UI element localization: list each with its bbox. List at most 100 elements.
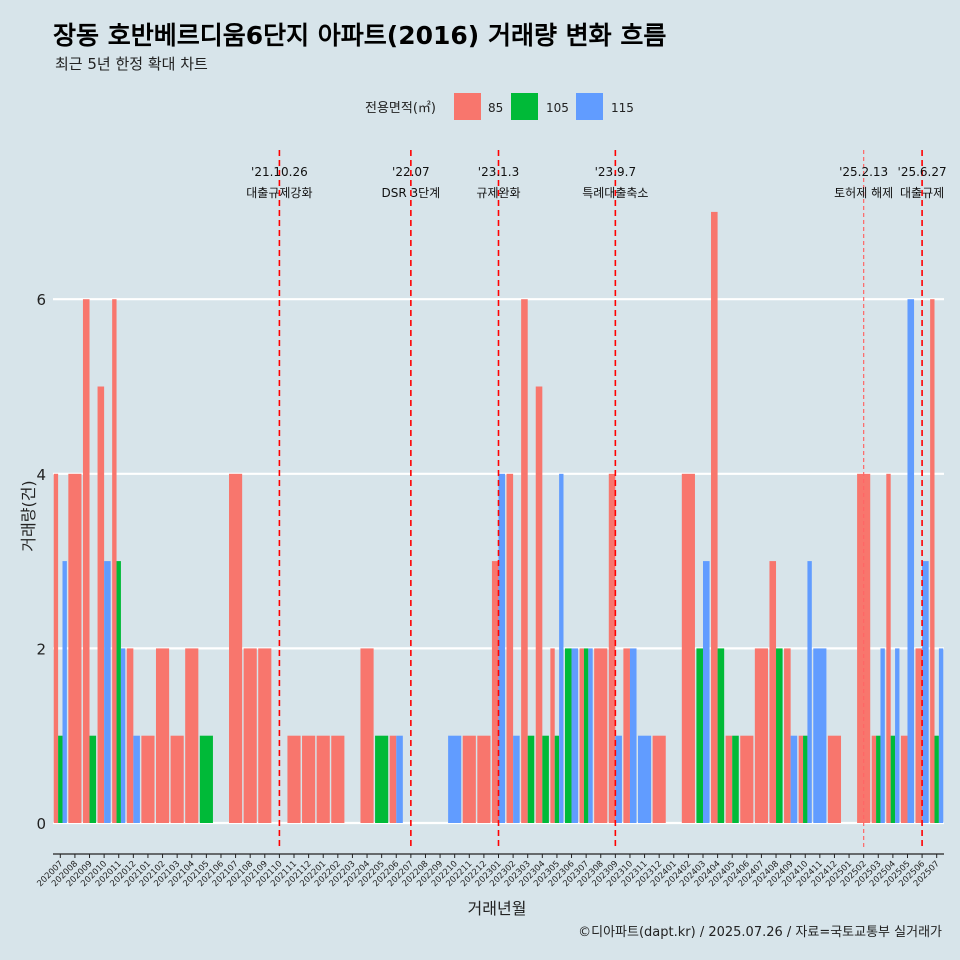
bar-85-202301	[491, 561, 499, 823]
bar-115-202307	[588, 648, 593, 823]
bar-85-202109	[258, 648, 272, 823]
bar-85-202104	[185, 648, 199, 823]
bar-85-202202	[331, 735, 345, 823]
legend-swatch-115	[576, 93, 603, 120]
event-date-202309: '23.9.7	[595, 165, 636, 179]
bar-85-202405	[725, 735, 733, 823]
event-label-202502: 토허제 해제	[834, 186, 893, 200]
bar-85-202507	[930, 299, 935, 823]
event-label-202506: 대출규제	[900, 186, 944, 200]
bar-85-202409	[784, 648, 791, 823]
bar-85-202007	[53, 473, 59, 823]
x-axis-title: 거래년월	[468, 899, 527, 918]
bar-85-202309	[608, 473, 616, 823]
bar-115-202302	[513, 735, 520, 823]
legend-label-115: 115	[611, 101, 634, 115]
event-label-202309: 특례대출축소	[582, 186, 648, 200]
y-tick-label: 0	[36, 815, 46, 833]
bar-115-202503	[880, 648, 885, 823]
bar-85-202412	[827, 735, 842, 823]
bar-85-202101	[141, 735, 155, 823]
event-markers: '21.10.26 대출규제강화 '22.07 DSR 3단계 '23.1.3 규제완화 '…	[246, 150, 947, 850]
bar-105-202009	[89, 735, 97, 823]
bar-85-202503	[871, 735, 877, 823]
bar-115-202010	[104, 561, 111, 823]
bar-85-202008	[68, 473, 82, 823]
bar-115-202409	[790, 735, 798, 823]
y-tick-label: 6	[36, 291, 46, 309]
y-tick-labels: 0 2 4 6	[36, 291, 46, 833]
bar-115-202210	[448, 735, 462, 823]
chart-title: 장동 호반베르디움6단지 아파트(2016) 거래량 변화 흐름	[53, 21, 666, 50]
legend-swatch-85	[454, 93, 481, 120]
y-axis-title: 거래량(건)	[19, 480, 38, 551]
x-axis: 2020072020082020092020102020112020122021…	[35, 853, 944, 889]
bar-85-202201	[316, 735, 330, 823]
bar-115-202206	[396, 735, 403, 823]
bar-115-202505	[907, 299, 915, 823]
bar-115-202311	[637, 735, 652, 823]
bar-85-202206	[389, 735, 397, 823]
bar-85-202305	[550, 648, 555, 823]
bar-85-202012	[126, 648, 134, 823]
bar-115-202411	[813, 648, 827, 823]
bar-105-202503	[876, 735, 881, 823]
bar-85-202307	[579, 648, 584, 823]
bar-85-202308	[594, 648, 608, 823]
bar-115-202309	[615, 735, 622, 823]
bar-85-202404	[711, 211, 718, 823]
bar-105-202504	[890, 735, 896, 823]
bar-85-202103	[170, 735, 184, 823]
bar-85-202303	[521, 299, 528, 823]
legend-label-85: 85	[488, 101, 503, 115]
event-date-202502: '25.2.13	[839, 165, 888, 179]
bar-85-202312	[652, 735, 666, 823]
bar-85-202211	[462, 735, 476, 823]
bar-85-202212	[477, 735, 491, 823]
bar-105-202303	[527, 735, 535, 823]
bar-105-202007	[58, 735, 63, 823]
bar-85-202505	[900, 735, 908, 823]
bar-115-202011	[120, 648, 126, 823]
bar-85-202406	[740, 735, 754, 823]
bar-105-202011	[116, 561, 121, 823]
event-date-202207: '22.07	[392, 165, 430, 179]
event-date-202110: '21.10.26	[251, 165, 308, 179]
event-date-202301: '23.1.3	[478, 165, 519, 179]
y-tick-label: 4	[36, 466, 46, 484]
bar-105-202105	[199, 735, 213, 823]
event-label-202301: 규제완화	[476, 186, 520, 200]
bar-115-202305	[559, 473, 564, 823]
bars	[53, 211, 944, 823]
bar-105-202305	[554, 735, 560, 823]
bar-105-202304	[542, 735, 549, 823]
event-label-202207: DSR 3단계	[381, 186, 440, 200]
bar-85-202102	[155, 648, 170, 823]
bar-115-202504	[895, 648, 900, 823]
bar-85-202107	[229, 473, 243, 823]
bar-85-202111	[287, 735, 301, 823]
caption: ©디아파트(dapt.kr) / 2025.07.26 / 자료=국토교통부 실…	[578, 925, 942, 940]
bar-105-202403	[696, 648, 703, 823]
bar-85-202408	[769, 561, 777, 823]
bar-115-202506	[922, 561, 929, 823]
bar-105-202408	[776, 648, 783, 823]
bar-105-202404	[717, 648, 725, 823]
bar-85-202504	[886, 473, 891, 823]
bar-85-202310	[623, 648, 630, 823]
bar-115-202403	[702, 561, 710, 823]
event-date-202506: '25.6.27	[898, 165, 947, 179]
bar-85-202407	[754, 648, 768, 823]
legend-label-105: 105	[546, 101, 569, 115]
bar-85-202011	[112, 299, 117, 823]
legend-swatch-105	[511, 93, 538, 120]
bar-115-202507	[938, 648, 944, 823]
bar-85-202304	[535, 386, 543, 823]
bar-115-202310	[629, 648, 637, 823]
bar-115-202301	[498, 473, 506, 823]
bar-115-202012	[133, 735, 140, 823]
bar-105-202205	[375, 735, 389, 823]
bar-85-202204	[360, 648, 374, 823]
bar-105-202507	[934, 735, 939, 823]
